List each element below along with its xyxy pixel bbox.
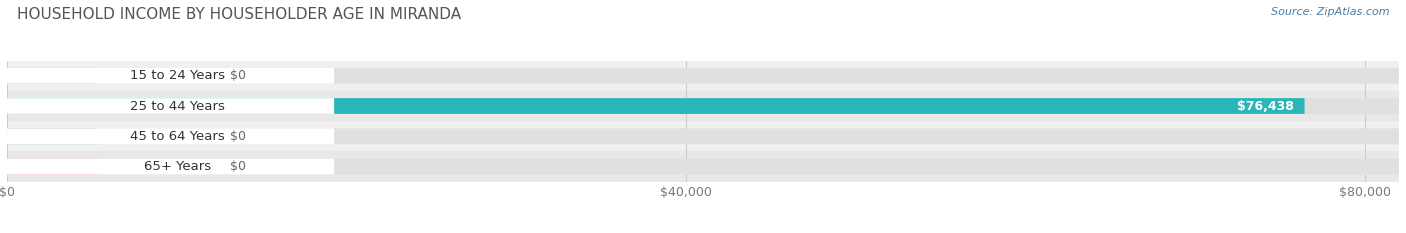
FancyBboxPatch shape — [7, 159, 335, 175]
Text: HOUSEHOLD INCOME BY HOUSEHOLDER AGE IN MIRANDA: HOUSEHOLD INCOME BY HOUSEHOLDER AGE IN M… — [17, 7, 461, 22]
Text: Source: ZipAtlas.com: Source: ZipAtlas.com — [1271, 7, 1389, 17]
FancyBboxPatch shape — [7, 98, 335, 114]
FancyBboxPatch shape — [7, 159, 97, 175]
FancyBboxPatch shape — [7, 98, 1305, 114]
FancyBboxPatch shape — [7, 68, 1399, 84]
FancyBboxPatch shape — [7, 98, 1399, 114]
Bar — [7, 61, 1399, 91]
Bar — [7, 151, 1399, 182]
Text: 25 to 44 Years: 25 to 44 Years — [129, 99, 225, 113]
FancyBboxPatch shape — [7, 159, 1399, 175]
Bar — [7, 121, 1399, 151]
FancyBboxPatch shape — [7, 128, 97, 144]
Text: $0: $0 — [229, 69, 246, 82]
Text: $76,438: $76,438 — [1236, 99, 1294, 113]
Bar — [7, 91, 1399, 121]
Text: $0: $0 — [229, 160, 246, 173]
Text: 65+ Years: 65+ Years — [143, 160, 211, 173]
Text: 15 to 24 Years: 15 to 24 Years — [129, 69, 225, 82]
FancyBboxPatch shape — [7, 128, 1399, 144]
Text: $0: $0 — [229, 130, 246, 143]
FancyBboxPatch shape — [7, 68, 97, 84]
FancyBboxPatch shape — [7, 68, 335, 84]
Text: 45 to 64 Years: 45 to 64 Years — [129, 130, 225, 143]
FancyBboxPatch shape — [7, 128, 335, 144]
